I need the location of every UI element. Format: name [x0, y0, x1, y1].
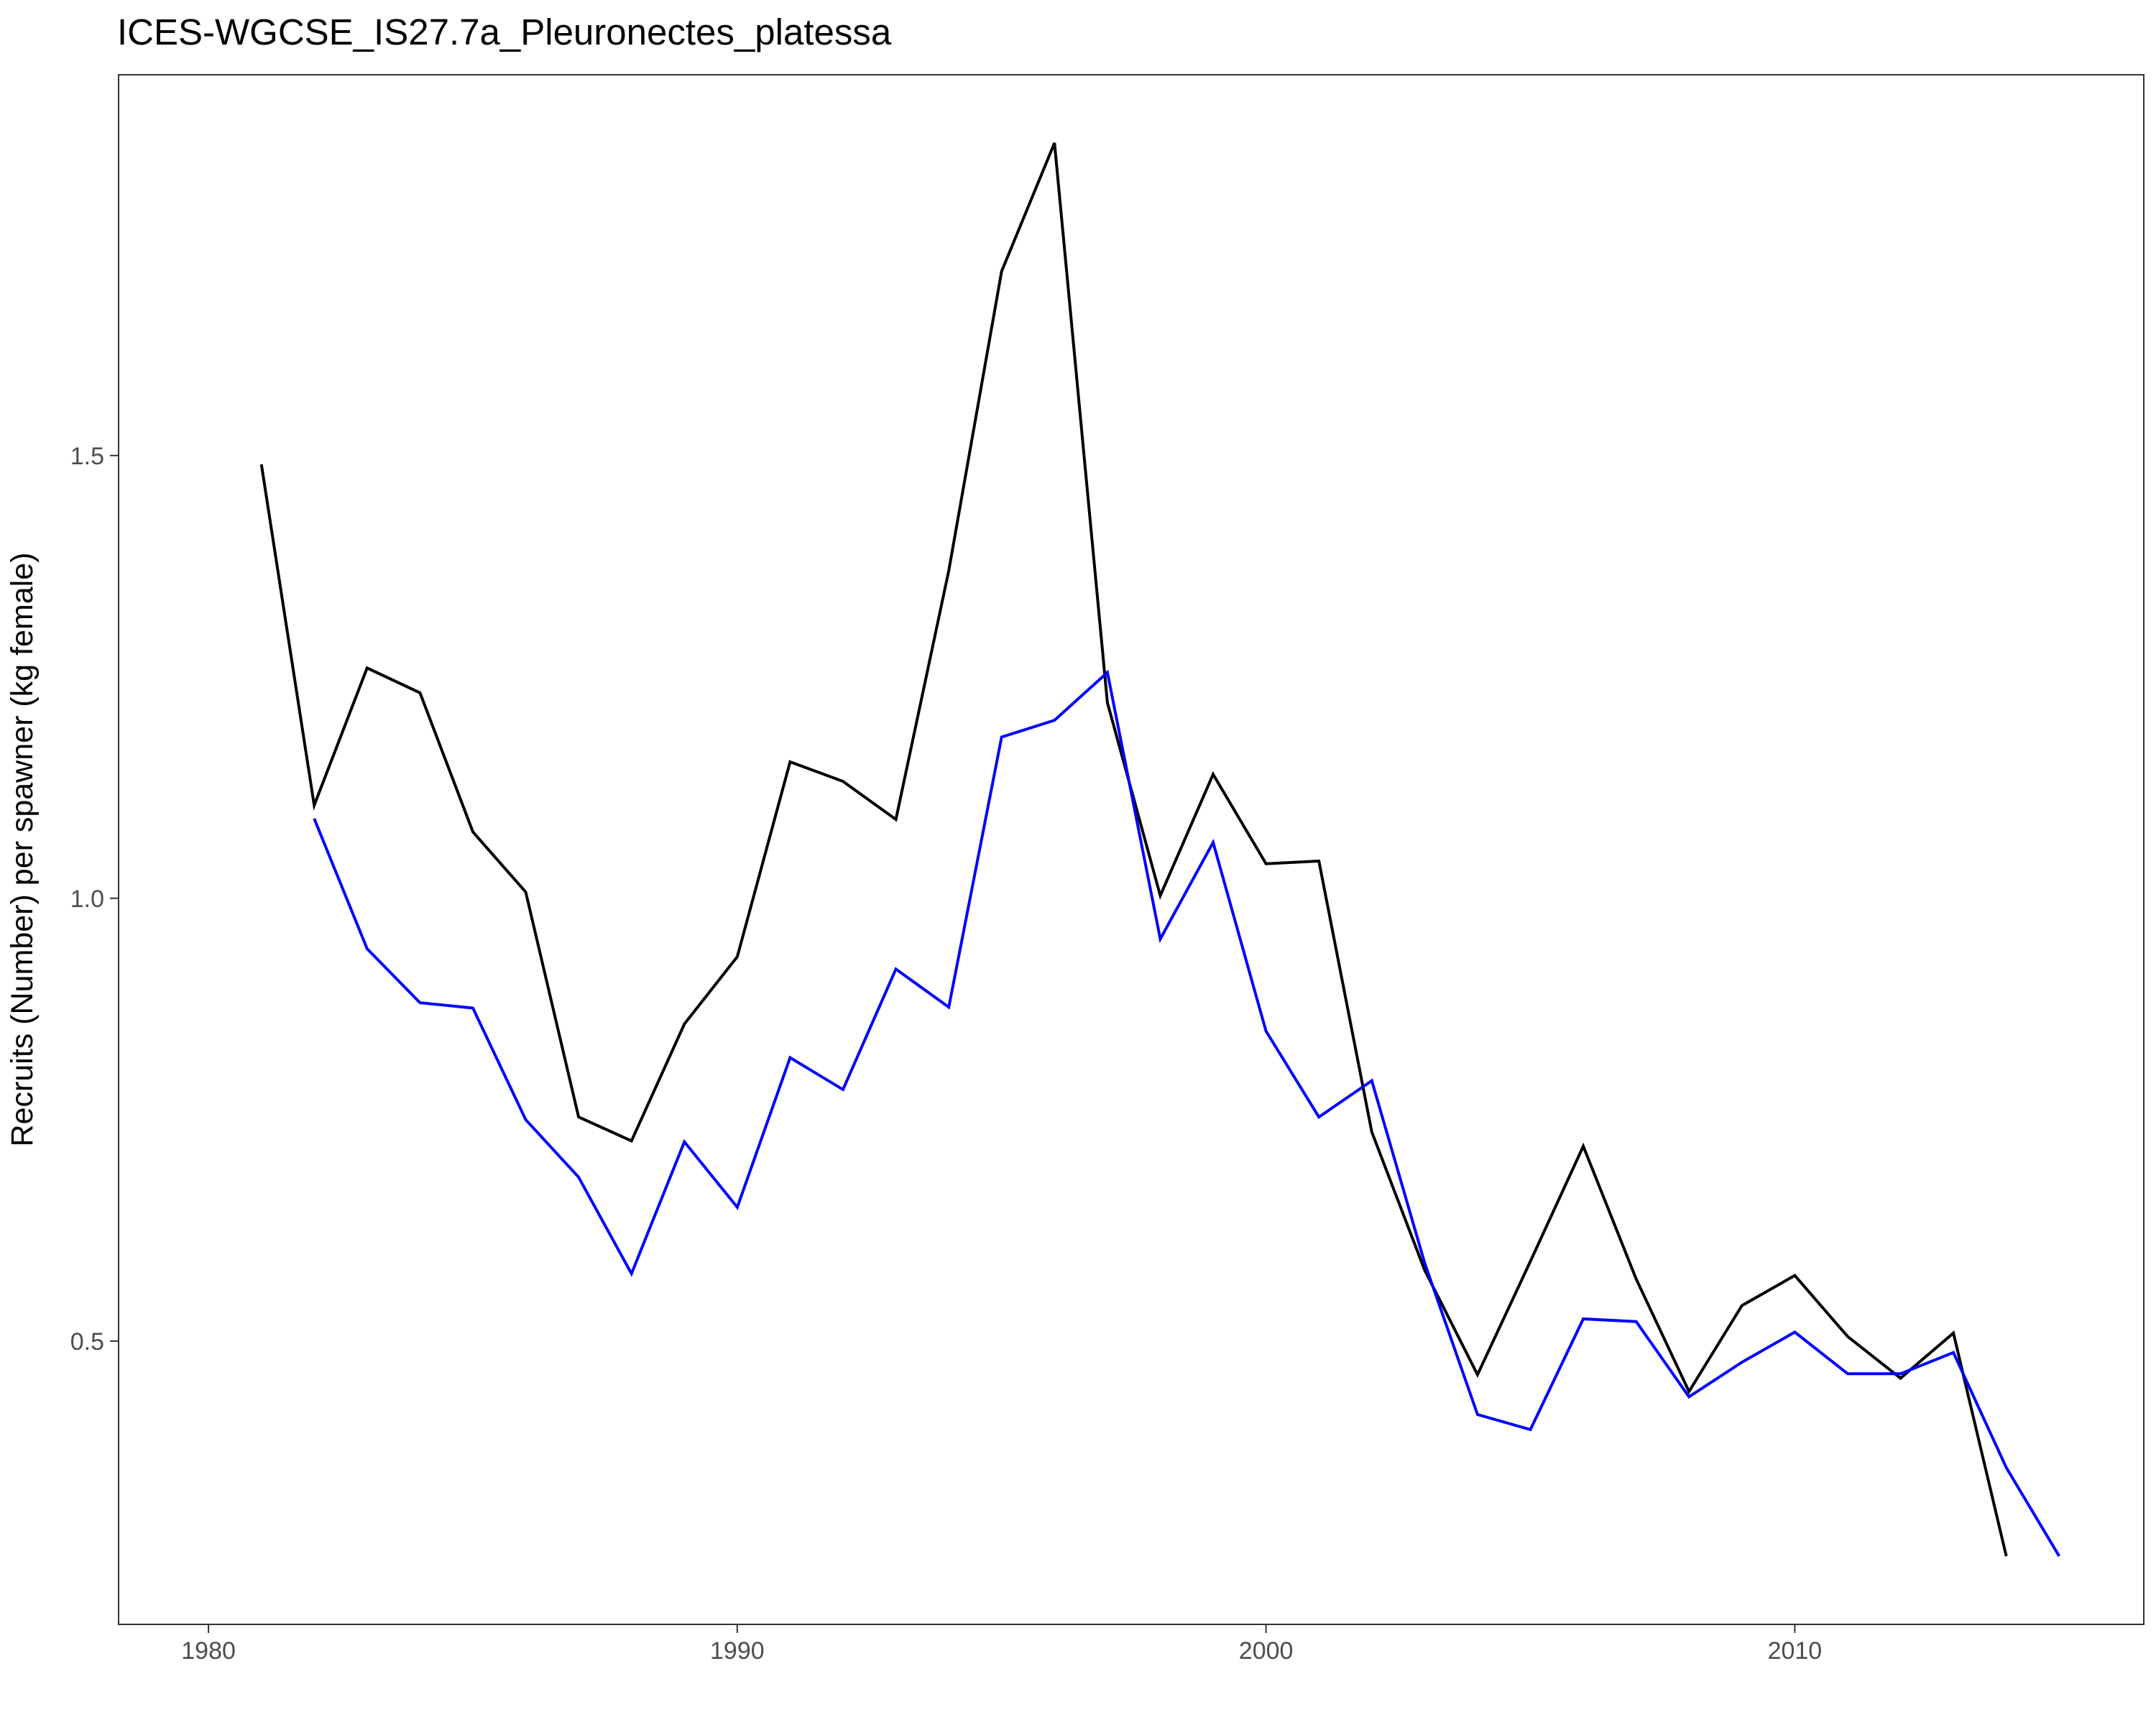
- plot-series: [259, 142, 2061, 1558]
- series-line-2: [313, 669, 2061, 1558]
- y-tick-label: 1.5: [70, 443, 104, 470]
- x-tick-label: 1990: [710, 1637, 765, 1665]
- y-axis: 0.5 1.0 1.5: [70, 443, 119, 1356]
- x-tick-label: 2000: [1239, 1637, 1294, 1665]
- x-tick-label: 2010: [1768, 1637, 1823, 1665]
- y-axis-label: Recruits (Number) per spawner (kg female…: [5, 553, 40, 1147]
- x-axis: 1980 1990 2000 2010: [181, 1624, 1822, 1665]
- y-tick-label: 1.0: [70, 886, 104, 913]
- y-tick-label: 0.5: [70, 1328, 104, 1356]
- x-tick-label: 1980: [181, 1637, 236, 1665]
- chart-title: ICES-WGCSE_IS27.7a_Pleuronectes_platessa: [117, 12, 892, 52]
- plot-panel: [118, 74, 2145, 1625]
